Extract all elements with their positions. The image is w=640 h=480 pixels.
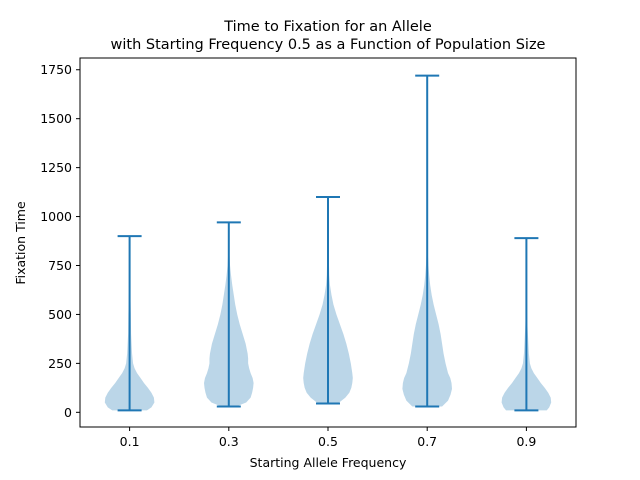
y-axis-label: Fixation Time (13, 201, 28, 285)
plot-area (104, 74, 552, 412)
y-tick-label-1000: 1000 (40, 209, 72, 224)
y-tick-label-500: 500 (48, 307, 72, 322)
x-tick-label-0.3: 0.3 (219, 434, 239, 449)
axis-ticks: 0.1 0.3 0.5 0.7 0.9 0 250 500 750 1000 1250 1500 175… (40, 62, 536, 449)
x-tick-label-0.7: 0.7 (417, 434, 437, 449)
y-tick-label-750: 750 (48, 258, 72, 273)
x-tick-label-0.5: 0.5 (318, 434, 338, 449)
x-axis-label: Starting Allele Frequency (250, 455, 407, 470)
y-tick-label-250: 250 (48, 356, 72, 371)
chart-title-line1: Time to Fixation for an Allele (223, 19, 432, 35)
x-tick-label-0.9: 0.9 (516, 434, 536, 449)
chart-title-line2: with Starting Frequency 0.5 as a Functio… (111, 37, 546, 53)
y-tick-label-0: 0 (64, 405, 72, 420)
x-tick-label-0.1: 0.1 (120, 434, 140, 449)
y-tick-label-1750: 1750 (40, 62, 72, 77)
y-tick-label-1500: 1500 (40, 111, 72, 126)
y-tick-label-1250: 1250 (40, 160, 72, 175)
